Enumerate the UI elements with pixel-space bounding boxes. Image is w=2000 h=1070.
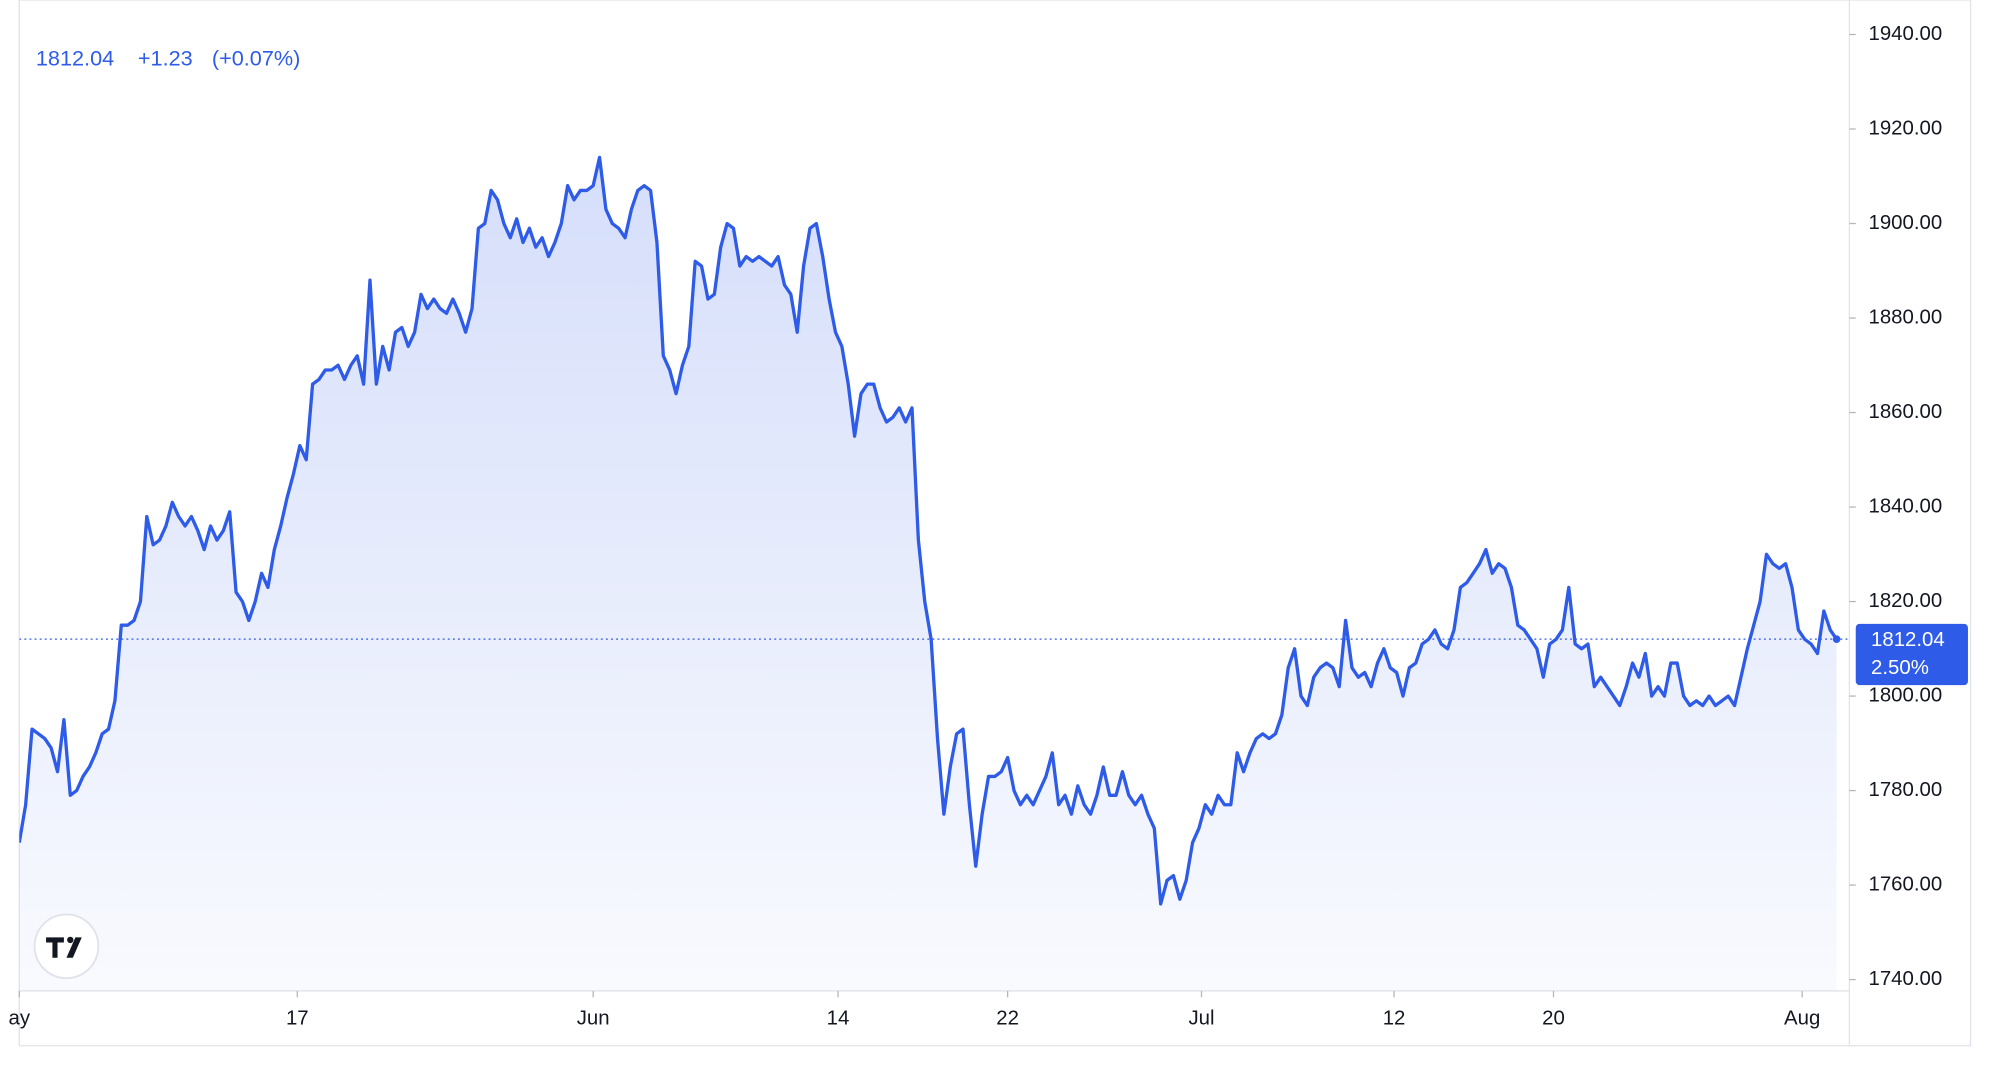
x-tick-label: ay <box>8 1007 30 1029</box>
x-tick-label: 17 <box>286 1007 309 1029</box>
y-tick-label: 1880.00 <box>1868 306 1942 328</box>
y-tick-label: 1860.00 <box>1868 401 1942 423</box>
plot <box>19 155 1850 991</box>
legend-change: +1.23 <box>138 46 193 71</box>
price-tag <box>1855 623 1968 686</box>
area-fill <box>19 157 1837 991</box>
x-tick-label: Aug <box>1784 1007 1820 1029</box>
price-tag-value: 1812.04 <box>1871 629 1945 651</box>
axes: 1740.00 1760.00 1780.00 1800.00 1820.00 1840.… <box>8 23 1968 1029</box>
y-tick-label: 1780.00 <box>1868 779 1942 801</box>
last-point <box>1832 635 1841 643</box>
price-line <box>19 155 1838 906</box>
legend-change-pct: (+0.07%) <box>212 46 301 71</box>
y-tick-label: 1820.00 <box>1868 590 1942 612</box>
y-tick-label: 1940.00 <box>1868 23 1942 45</box>
x-tick-label: 14 <box>827 1007 850 1029</box>
x-tick-label: Jul <box>1188 1007 1214 1029</box>
y-tick-label: 1900.00 <box>1868 212 1942 234</box>
x-tick-label: 22 <box>996 1007 1019 1029</box>
y-tick-label: 1760.00 <box>1868 873 1942 895</box>
x-tick-label: 12 <box>1383 1007 1406 1029</box>
legend-price: 1812.04 <box>36 46 114 71</box>
x-tick-label: 20 <box>1542 1007 1565 1029</box>
y-tick-label: 1740.00 <box>1868 968 1942 990</box>
price-tag-change: 2.50% <box>1871 657 1929 679</box>
y-tick-label: 1800.00 <box>1868 684 1942 706</box>
x-tick-label: Jun <box>577 1007 610 1029</box>
logo <box>33 913 100 980</box>
y-tick-label: 1920.00 <box>1868 117 1942 139</box>
y-tick-label: 1840.00 <box>1868 495 1942 517</box>
